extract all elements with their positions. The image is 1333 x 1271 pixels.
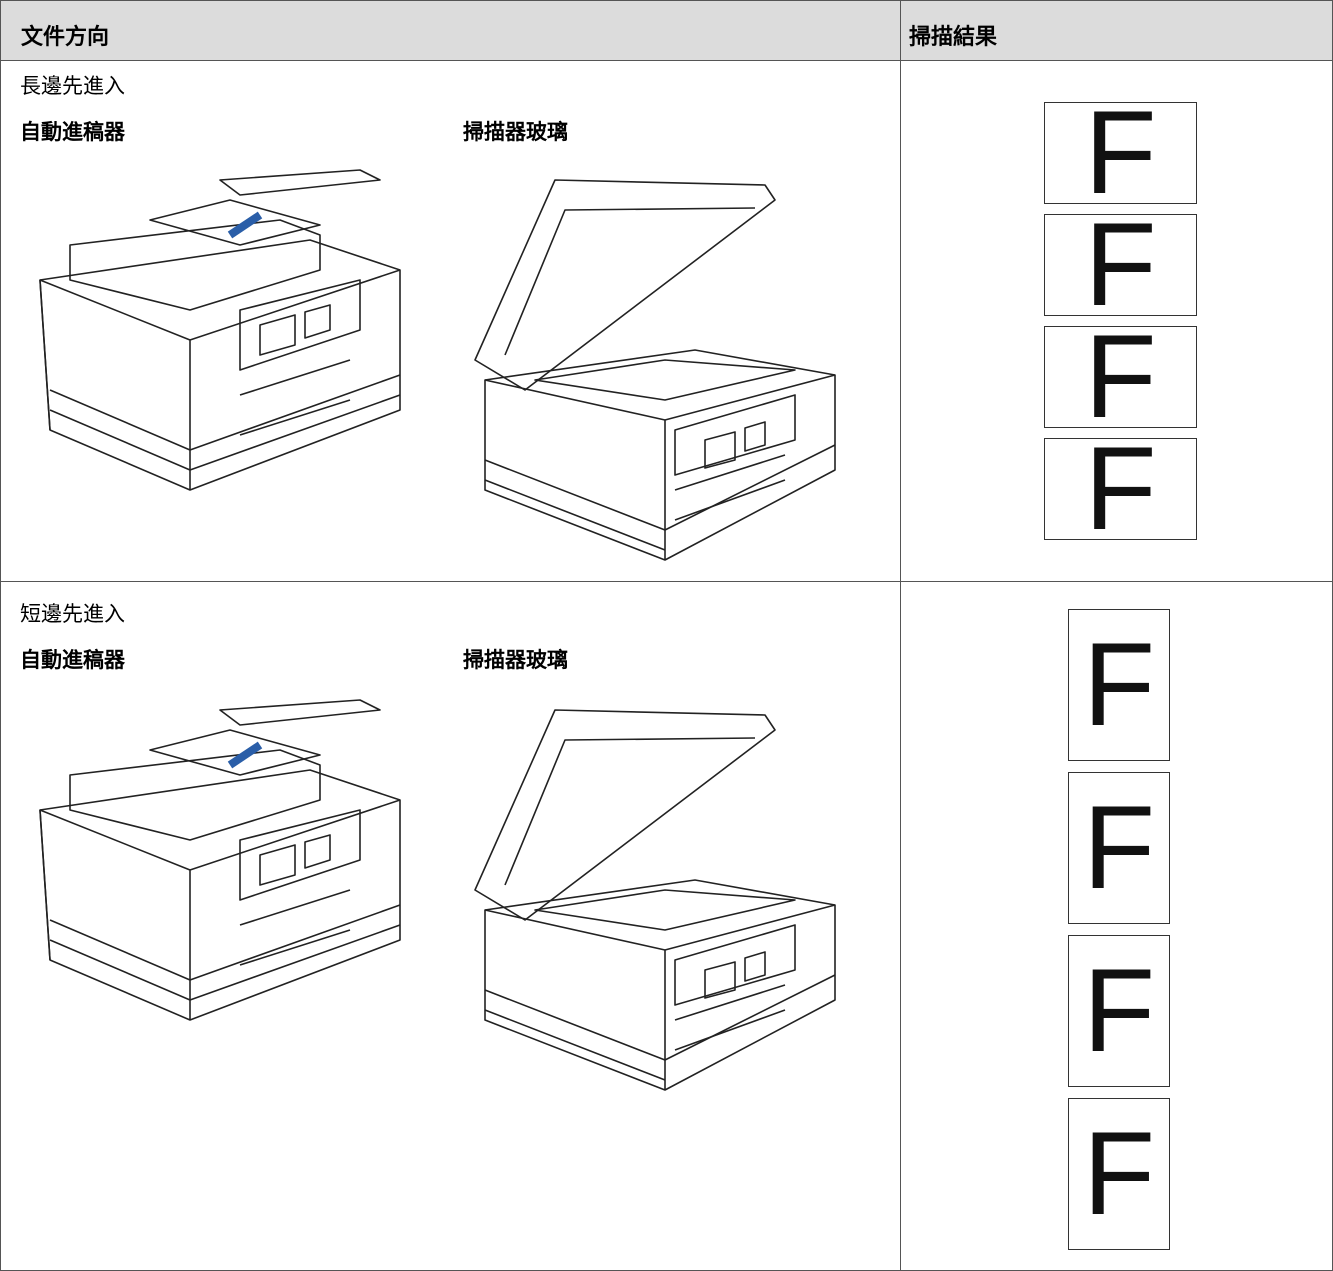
header-cell: 掃描結果 xyxy=(900,0,1333,61)
result-page: F xyxy=(1044,94,1197,212)
header-cell: 文件方向 xyxy=(0,0,901,61)
result-page: F xyxy=(1044,318,1197,436)
header-text: 文件方向 xyxy=(21,25,110,50)
result-page: F xyxy=(1068,772,1170,924)
glass-illustration xyxy=(474,179,836,561)
method: 自動進稿器 xyxy=(20,648,125,672)
result-page: F xyxy=(1044,430,1197,548)
header-text: 掃描結果 xyxy=(909,25,998,50)
method: 掃描器玻璃 xyxy=(463,648,568,672)
orientation: 長邊先進入 xyxy=(20,74,125,98)
orientation: 短邊先進入 xyxy=(20,602,125,626)
result-page: F xyxy=(1068,1098,1170,1250)
glass-illustration xyxy=(474,709,836,1091)
method: 自動進稿器 xyxy=(20,120,125,144)
method: 掃描器玻璃 xyxy=(463,120,568,144)
result-page: F xyxy=(1044,206,1197,324)
result-page: F xyxy=(1068,935,1170,1087)
adf-illustration xyxy=(39,169,401,491)
adf-illustration xyxy=(39,699,401,1021)
result-page: F xyxy=(1068,609,1170,761)
